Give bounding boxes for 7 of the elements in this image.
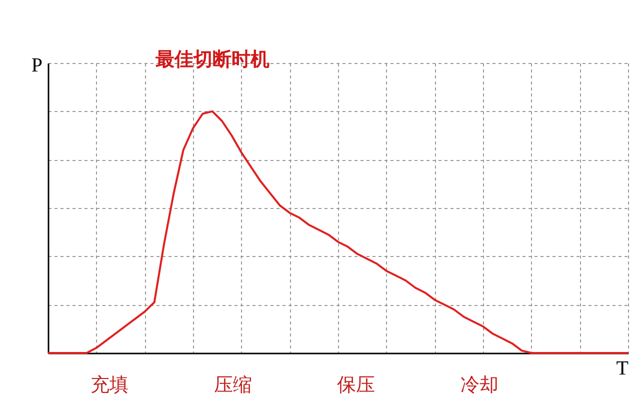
text: 冷却 (460, 374, 498, 396)
x-axis-title: T (616, 358, 628, 380)
text: 压缩 (214, 374, 252, 396)
y-axis-title: P (31, 54, 42, 76)
text: 保压 (337, 374, 376, 396)
annotation: 最佳切断时机 (154, 48, 270, 70)
text: 充填 (90, 374, 129, 396)
